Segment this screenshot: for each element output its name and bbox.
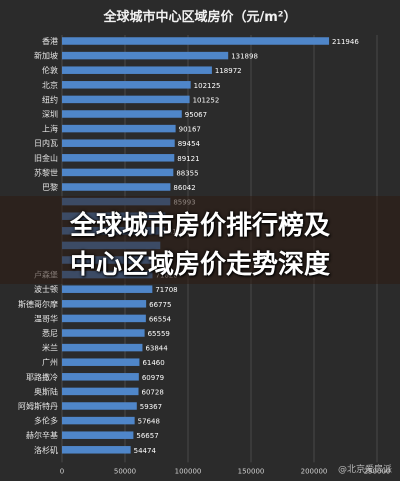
category-labels: 香港新加坡伦敦北京纽约深圳上海日内瓦旧金山苏黎世巴黎卢森堡波士顿斯德哥尔摩温哥华… [18, 36, 58, 455]
value-label: 60979 [142, 374, 164, 382]
chart-title: 全球城市中心区域房价（元/m²） [103, 9, 297, 25]
value-label: 101252 [193, 96, 220, 104]
category-label: 斯德哥尔摩 [18, 299, 58, 309]
value-label: 54474 [134, 447, 157, 455]
category-label: 波士顿 [34, 284, 58, 294]
bar [62, 402, 137, 410]
category-label: 苏黎世 [34, 167, 58, 177]
bar [62, 343, 143, 352]
bar [62, 139, 175, 147]
banner-line-2: 中心区域房价走势深度 [69, 250, 330, 280]
bar [62, 373, 139, 381]
bar [62, 66, 212, 74]
value-label: 57648 [138, 418, 160, 426]
category-label: 耶路撒冷 [26, 372, 58, 382]
category-label: 奥斯陆 [34, 386, 58, 396]
category-label: 巴黎 [42, 182, 58, 192]
category-label: 阿姆斯特丹 [18, 401, 58, 411]
bar [62, 124, 176, 133]
value-label: 131898 [231, 53, 258, 61]
bar [62, 431, 134, 439]
value-label: 102125 [194, 82, 221, 90]
category-label: 日内瓦 [34, 138, 58, 148]
category-label: 上海 [42, 124, 58, 134]
category-label: 香港 [42, 36, 58, 46]
value-label: 71708 [155, 286, 177, 294]
value-label: 90167 [179, 126, 201, 134]
category-label: 悉尼 [42, 328, 58, 338]
bar [62, 300, 147, 308]
banner-line-1: 全球城市房价排行榜及 [69, 211, 330, 241]
value-label: 86042 [173, 184, 195, 192]
bar [62, 329, 145, 337]
category-label: 赫尔辛基 [26, 430, 58, 440]
category-label: 广州 [42, 357, 58, 367]
category-label: 新加坡 [34, 51, 58, 61]
value-label: 56657 [136, 432, 158, 440]
category-label: 旧金山 [34, 153, 58, 163]
value-label: 60728 [142, 388, 164, 396]
x-tick-label: 150000 [238, 467, 265, 475]
category-label: 洛杉矶 [34, 445, 58, 455]
watermark: @北京爱房派 [337, 465, 392, 475]
category-label: 深圳 [42, 109, 58, 119]
value-label: 65559 [148, 330, 170, 338]
category-label: 多伦多 [34, 416, 58, 426]
value-label: 66554 [149, 315, 172, 323]
value-label: 95067 [185, 111, 207, 119]
bar [62, 446, 131, 454]
overlay-banner [0, 196, 400, 284]
x-tick-label: 250000 [364, 467, 391, 475]
bar [62, 183, 171, 191]
bar [62, 95, 190, 104]
category-label: 伦敦 [42, 65, 58, 75]
value-label: 89454 [178, 140, 201, 148]
bar [62, 314, 146, 323]
x-tick-label: 200000 [301, 467, 328, 475]
bar [62, 37, 330, 45]
x-tick-label: 0 [60, 467, 64, 475]
value-label: 89121 [177, 155, 199, 163]
bar [62, 154, 175, 162]
x-tick-label: 100000 [175, 467, 202, 475]
category-label: 纽约 [42, 94, 58, 104]
category-label: 温哥华 [34, 313, 58, 323]
bar [62, 81, 191, 89]
x-tick-label: 50000 [114, 467, 136, 475]
x-axis-ticks: 0 50000 100000 150000 200000 250000 [60, 467, 391, 475]
bar [62, 51, 229, 60]
value-label: 211946 [332, 38, 359, 46]
value-label: 118972 [215, 67, 242, 75]
bar [62, 110, 182, 118]
bar [62, 358, 140, 366]
bar [62, 285, 153, 293]
bar [62, 168, 174, 177]
bar [62, 416, 135, 425]
value-label: 63844 [145, 345, 168, 353]
value-label: 66775 [149, 301, 171, 309]
value-label: 59367 [140, 403, 162, 411]
category-label: 北京 [42, 80, 58, 90]
value-label: 88355 [176, 169, 198, 177]
category-label: 米兰 [42, 343, 58, 353]
value-label: 61460 [142, 359, 164, 367]
bar [62, 387, 139, 396]
